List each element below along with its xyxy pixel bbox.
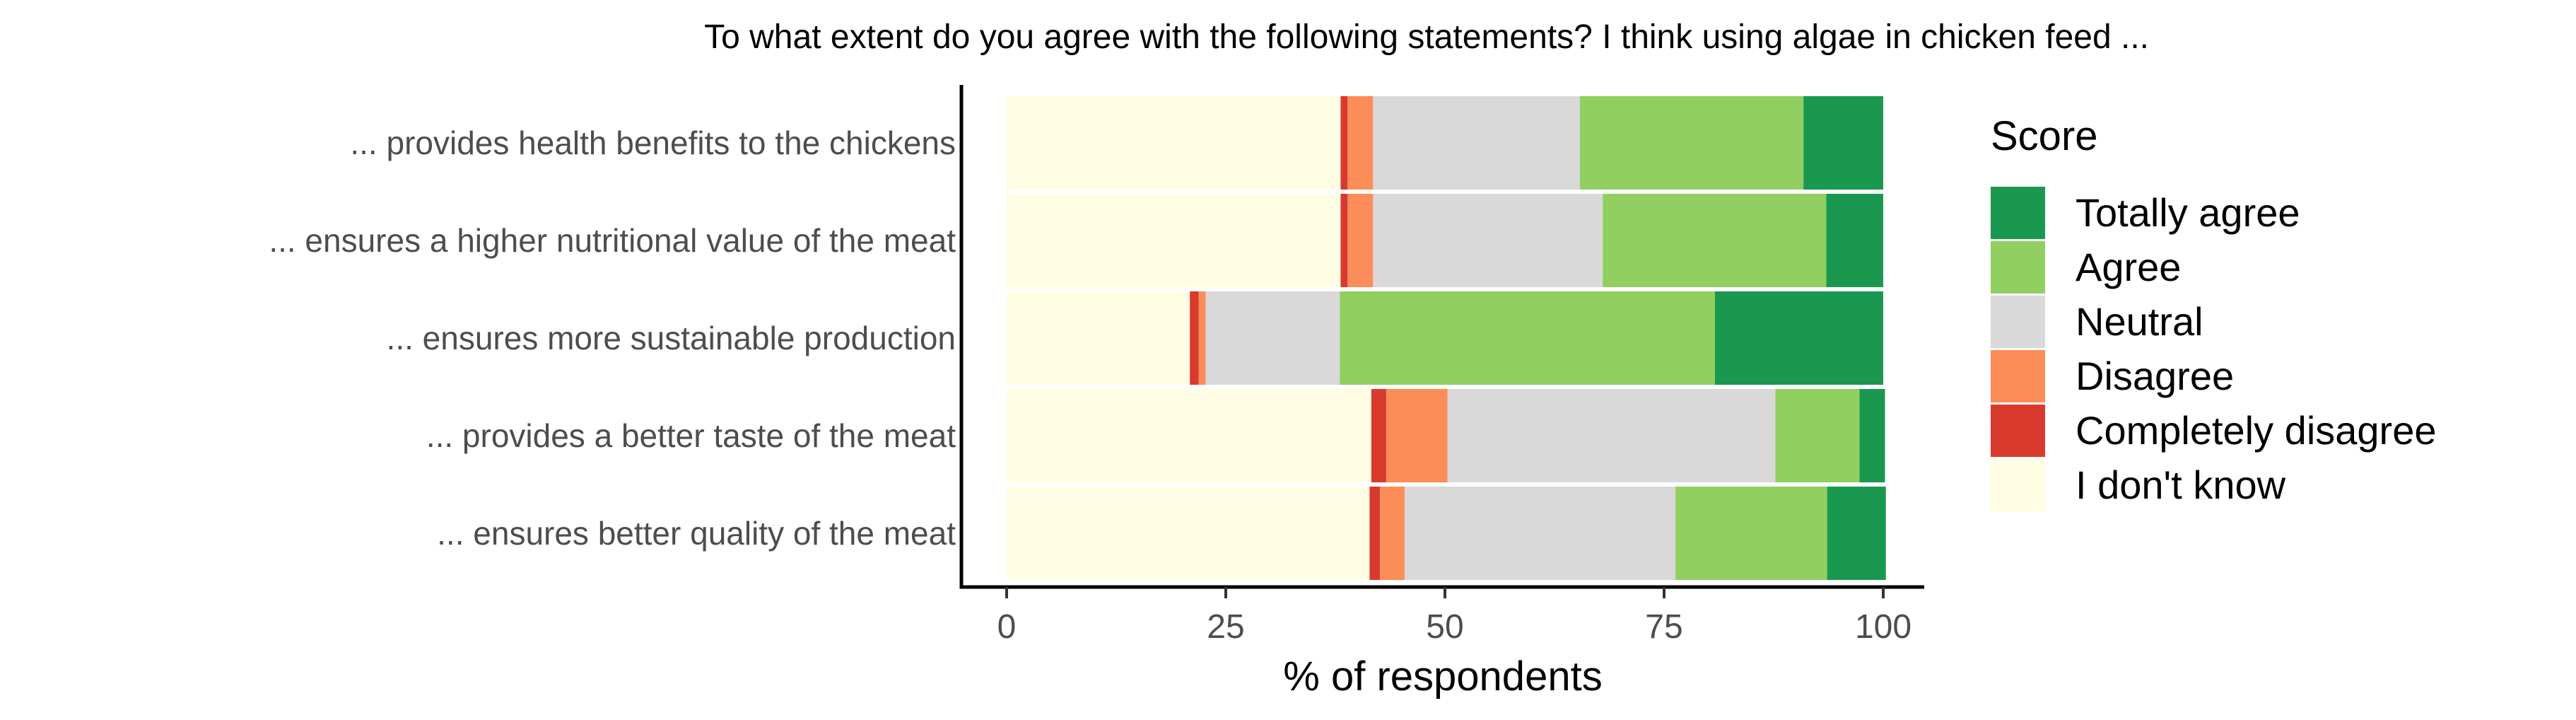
category-label: ... ensures better quality of the meat [437, 515, 956, 552]
x-tick-label: 50 [1426, 608, 1463, 646]
category-labels: ... provides health benefits to the chic… [269, 124, 956, 552]
bar-segment-agree-2 [1603, 194, 1827, 287]
bar-segment-i-don-t-know-2 [1007, 194, 1341, 287]
bar-segment-agree-3 [1340, 291, 1715, 385]
legend-label: Disagree [2076, 354, 2234, 398]
legend-swatch [1991, 187, 2045, 239]
bar-segment-totally-agree-3 [1714, 291, 1883, 385]
chart-title: To what extent do you agree with the fol… [704, 18, 2149, 56]
legend-swatch [1991, 405, 2045, 457]
bar-segment-neutral-1 [1373, 96, 1580, 190]
bar-segment-completely-disagree-4 [1371, 389, 1386, 482]
bar-segment-neutral-5 [1404, 487, 1676, 580]
legend-label: Completely disagree [2076, 408, 2436, 453]
legend-swatch [1991, 350, 2045, 402]
bar-segment-neutral-3 [1205, 291, 1340, 385]
bar-segment-totally-agree-2 [1826, 194, 1883, 287]
x-axis-label: % of respondents [1283, 654, 1602, 699]
bar-segment-neutral-2 [1373, 194, 1603, 287]
legend-label: Neutral [2076, 299, 2203, 344]
x-tick-label: 75 [1645, 608, 1682, 646]
bar-segment-agree-4 [1775, 389, 1860, 482]
x-tick-label: 25 [1207, 608, 1244, 646]
bar-segment-totally-agree-5 [1827, 487, 1886, 580]
category-label: ... provides a better taste of the meat [426, 417, 956, 454]
bar-segment-completely-disagree-2 [1340, 194, 1348, 287]
x-tick-label: 0 [997, 608, 1017, 646]
category-label: ... ensures a higher nutritional value o… [269, 222, 956, 259]
x-axis-ticks: 0 25 50 75 100 [997, 587, 1911, 646]
legend-label: Totally agree [2076, 190, 2300, 235]
legend-label: Agree [2076, 245, 2181, 289]
bar-segment-i-don-t-know-5 [1007, 487, 1370, 580]
legend-swatch [1991, 241, 2045, 294]
bar-segment-disagree-1 [1347, 96, 1374, 190]
legend: Score Totally agree Agree Neutral Disagree C… [1991, 113, 2436, 511]
legend-label: I don't know [2076, 463, 2286, 507]
legend-swatch [1991, 296, 2045, 348]
legend-title: Score [1991, 113, 2098, 159]
category-label: ... ensures more sustainable production [387, 320, 956, 356]
bar-segment-completely-disagree-1 [1340, 96, 1348, 190]
bar-segment-i-don-t-know-1 [1007, 96, 1341, 190]
bar-segment-totally-agree-4 [1859, 389, 1885, 482]
category-label: ... provides health benefits to the chic… [350, 124, 956, 161]
bar-segment-agree-1 [1579, 96, 1804, 190]
bar-segment-disagree-3 [1198, 291, 1206, 385]
bar-segment-disagree-4 [1386, 389, 1448, 482]
bar-segment-completely-disagree-5 [1369, 487, 1381, 580]
bar-segment-i-don-t-know-4 [1007, 389, 1371, 482]
bars-group [1007, 96, 1886, 580]
bar-segment-i-don-t-know-3 [1007, 291, 1190, 385]
bar-segment-neutral-4 [1447, 389, 1776, 482]
bar-segment-totally-agree-1 [1803, 96, 1883, 190]
bar-segment-completely-disagree-3 [1190, 291, 1199, 385]
bar-segment-agree-5 [1675, 487, 1827, 580]
bar-segment-disagree-2 [1347, 194, 1374, 287]
x-tick-label: 100 [1855, 608, 1911, 646]
bar-segment-disagree-5 [1380, 487, 1405, 580]
legend-swatch [1991, 459, 2045, 511]
